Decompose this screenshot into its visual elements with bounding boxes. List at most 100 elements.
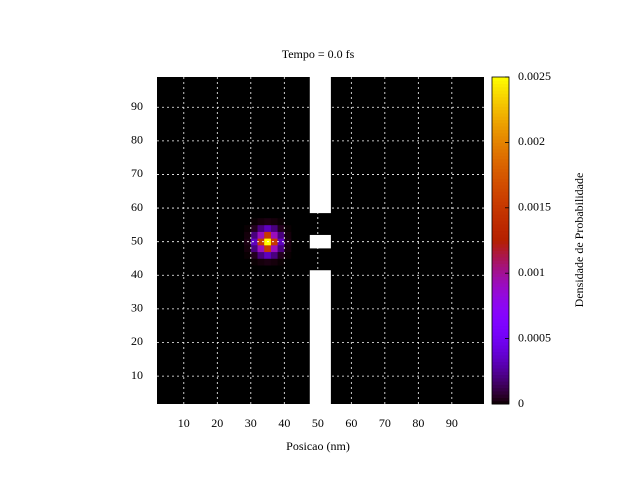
colorbar-strip	[492, 191, 509, 196]
x-tick-label: 60	[345, 416, 357, 430]
colorbar-strip	[492, 99, 509, 104]
colorbar-strip	[492, 256, 509, 261]
colorbar-strip	[492, 165, 509, 170]
colorbar-strip	[492, 289, 509, 294]
colorbar-strip	[492, 119, 509, 124]
colorbar-strip	[492, 116, 509, 121]
colorbar-strip	[492, 106, 509, 111]
heatmap-cell	[244, 231, 252, 239]
x-tick-label: 80	[412, 416, 424, 430]
heatmap-cell	[250, 258, 258, 266]
colorbar-strip	[492, 93, 509, 98]
colorbar-strip	[492, 230, 509, 235]
colorbar-strip	[492, 332, 509, 336]
colorbar-strip	[492, 390, 509, 395]
colorbar-strip	[492, 296, 509, 300]
heatmap-cell	[277, 258, 285, 266]
heatmap-cell	[270, 258, 278, 266]
colorbar-strip	[492, 305, 509, 310]
colorbar-strip	[492, 135, 509, 140]
colorbar-strip	[492, 354, 509, 359]
y-tick-label: 60	[131, 200, 143, 214]
y-tick-label: 40	[131, 267, 143, 281]
heatmap-cell	[270, 224, 278, 232]
colorbar-strip	[492, 129, 509, 134]
heatmap-cell	[270, 251, 278, 259]
colorbar-tick-label: 0	[518, 396, 524, 410]
heatmap-cell	[244, 245, 252, 253]
colorbar-tick-label: 0.0005	[518, 330, 551, 344]
x-tick-label: 30	[245, 416, 257, 430]
colorbar-strip	[492, 158, 509, 163]
heatmap-cell	[264, 224, 272, 232]
heatmap-cell	[257, 251, 265, 259]
heatmap-cell	[244, 218, 252, 226]
colorbar-strip	[492, 214, 509, 219]
colorbar-strip	[492, 224, 509, 228]
colorbar-strip	[492, 276, 509, 281]
heatmap-cell	[244, 258, 252, 266]
colorbar-strip	[492, 387, 509, 392]
heatmap-cell	[244, 224, 252, 232]
colorbar-strip	[492, 371, 509, 376]
heatmap-cell	[257, 245, 265, 253]
y-tick-label: 80	[131, 133, 143, 147]
colorbar-strip	[492, 381, 509, 385]
colorbar-strip	[492, 109, 509, 114]
colorbar-label: Densidade de Probabilidade	[572, 173, 586, 308]
colorbar-strip	[492, 358, 509, 362]
heatmap-cell	[264, 258, 272, 266]
heatmap-cell	[257, 258, 265, 266]
colorbar-strip	[492, 315, 509, 320]
colorbar-strip	[492, 394, 509, 398]
colorbar-tick-label: 0.002	[518, 134, 545, 148]
colorbar-strip	[492, 269, 509, 274]
colorbar-strip	[492, 286, 509, 291]
colorbar-strip	[492, 204, 509, 209]
colorbar-strip	[492, 142, 509, 147]
colorbar-strip	[492, 240, 509, 245]
x-tick-label: 50	[312, 416, 324, 430]
colorbar-tick-label: 0.0015	[518, 200, 551, 214]
colorbar-strip	[492, 220, 509, 225]
colorbar-strip	[492, 243, 509, 248]
heatmap-cell	[277, 251, 285, 259]
barrier-wall	[309, 234, 331, 249]
colorbar-strip	[492, 211, 509, 215]
colorbar-strip	[492, 237, 509, 241]
colorbar-strip	[492, 112, 509, 117]
colorbar-strip	[492, 250, 509, 255]
barrier-wall	[309, 77, 331, 214]
colorbar-strip	[492, 364, 509, 369]
heatmap-cell	[264, 245, 272, 253]
heatmap-cell	[277, 245, 285, 253]
colorbar-strip	[492, 184, 509, 189]
heatmap-cell	[284, 224, 292, 232]
heatmap-cell	[277, 224, 285, 232]
colorbar-strip	[492, 171, 509, 176]
colorbar-tick-label: 0.0025	[518, 69, 551, 83]
colorbar-strip	[492, 90, 509, 94]
colorbar-strip	[492, 233, 509, 238]
colorbar-strip	[492, 263, 509, 268]
colorbar-strip	[492, 83, 509, 88]
y-tick-label: 50	[131, 233, 143, 247]
y-tick-label: 30	[131, 301, 143, 315]
heatmap-cell	[264, 218, 272, 226]
colorbar-strip	[492, 217, 509, 222]
y-tick-label: 20	[131, 334, 143, 348]
colorbar-strip	[492, 328, 509, 333]
colorbar-strip	[492, 397, 509, 402]
heatmap-cell	[277, 231, 285, 239]
heatmap-cell	[250, 251, 258, 259]
colorbar-strip	[492, 279, 509, 284]
x-tick-label: 70	[379, 416, 391, 430]
colorbar-strip	[492, 374, 509, 379]
colorbar-strip	[492, 86, 509, 91]
colorbar-strip	[492, 260, 509, 264]
colorbar-strip	[492, 152, 509, 156]
colorbar-strip	[492, 361, 509, 366]
x-axis-label: Posicao (nm)	[286, 439, 350, 453]
colorbar-strip	[492, 80, 509, 85]
colorbar-strip	[492, 201, 509, 206]
